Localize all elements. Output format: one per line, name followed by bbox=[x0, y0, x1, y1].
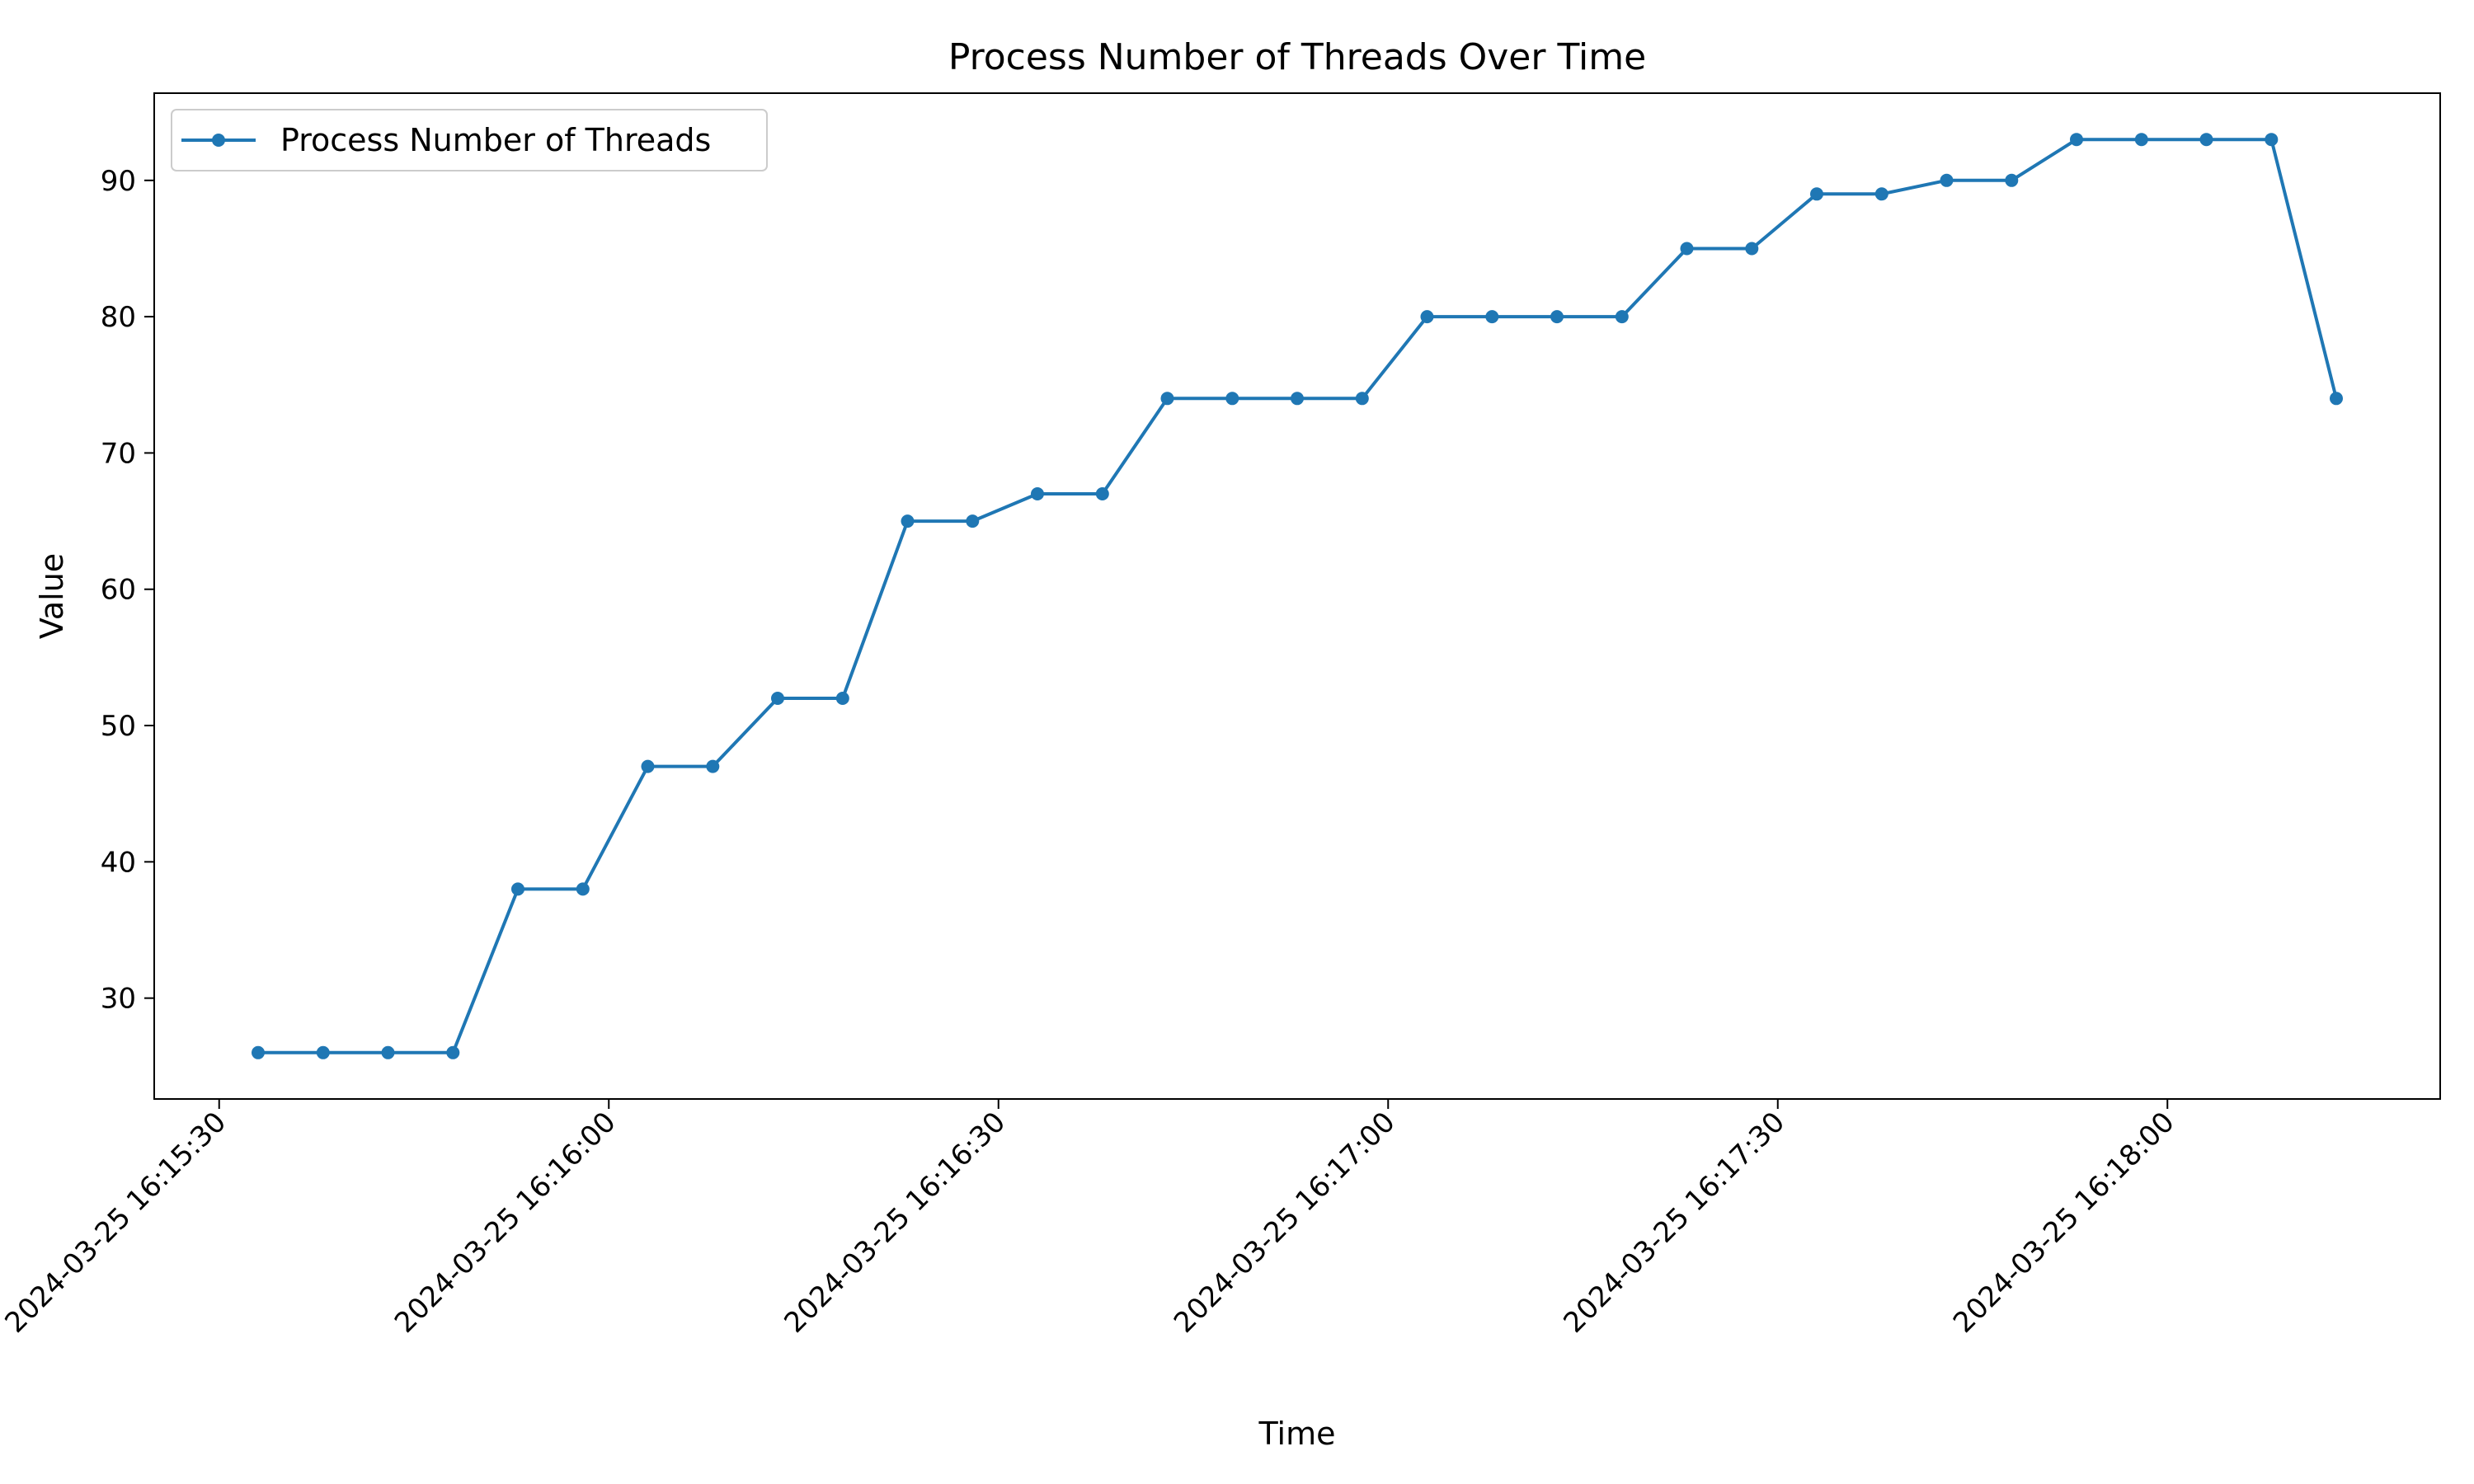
data-point bbox=[1550, 310, 1564, 324]
legend-label: Process Number of Threads bbox=[280, 122, 711, 158]
data-point bbox=[966, 514, 980, 528]
plot-area-frame bbox=[153, 92, 2441, 1100]
data-point bbox=[511, 882, 524, 896]
data-point bbox=[576, 882, 590, 896]
x-axis-label: Time bbox=[1258, 1416, 1336, 1452]
data-point bbox=[1160, 392, 1174, 406]
data-point bbox=[1810, 187, 1823, 201]
data-point bbox=[901, 514, 915, 528]
data-point bbox=[1485, 310, 1499, 324]
data-point bbox=[1291, 392, 1304, 406]
data-point bbox=[2134, 133, 2148, 147]
y-tick-label: 50 bbox=[101, 710, 136, 743]
data-point bbox=[1420, 310, 1434, 324]
data-point bbox=[835, 692, 849, 705]
data-point bbox=[1745, 242, 1759, 256]
data-point bbox=[446, 1045, 460, 1059]
data-point bbox=[1225, 392, 1239, 406]
data-point bbox=[1095, 487, 1109, 500]
data-point bbox=[771, 692, 784, 705]
data-point bbox=[2005, 173, 2019, 187]
y-axis-label: Value bbox=[34, 553, 70, 639]
legend: Process Number of Threads bbox=[171, 109, 768, 171]
y-axis-ticks: 30 40 50 60 70 80 90 bbox=[101, 165, 154, 1016]
y-tick-label: 60 bbox=[101, 574, 136, 607]
y-tick-label: 90 bbox=[101, 165, 136, 198]
data-point bbox=[641, 759, 655, 773]
data-point bbox=[2199, 133, 2213, 147]
series-layer bbox=[252, 133, 2343, 1059]
data-point bbox=[706, 759, 720, 773]
data-point bbox=[252, 1045, 265, 1059]
y-tick-label: 40 bbox=[101, 846, 136, 879]
data-point bbox=[1940, 173, 1954, 187]
data-point bbox=[1615, 310, 1629, 324]
chart-title: Process Number of Threads Over Time bbox=[948, 36, 1646, 78]
data-point bbox=[2070, 133, 2083, 147]
data-point bbox=[1680, 242, 1694, 256]
legend-marker-swatch bbox=[212, 134, 225, 147]
data-point bbox=[1874, 187, 1888, 201]
data-point bbox=[316, 1045, 330, 1059]
data-point bbox=[2265, 133, 2279, 147]
y-tick-label: 70 bbox=[101, 437, 136, 470]
data-point bbox=[1031, 487, 1044, 500]
legend-box bbox=[171, 109, 768, 171]
data-point bbox=[1355, 392, 1369, 406]
data-point bbox=[2330, 392, 2343, 406]
data-point bbox=[381, 1045, 395, 1059]
y-tick-label: 80 bbox=[101, 301, 136, 334]
y-tick-label: 30 bbox=[101, 983, 136, 1016]
